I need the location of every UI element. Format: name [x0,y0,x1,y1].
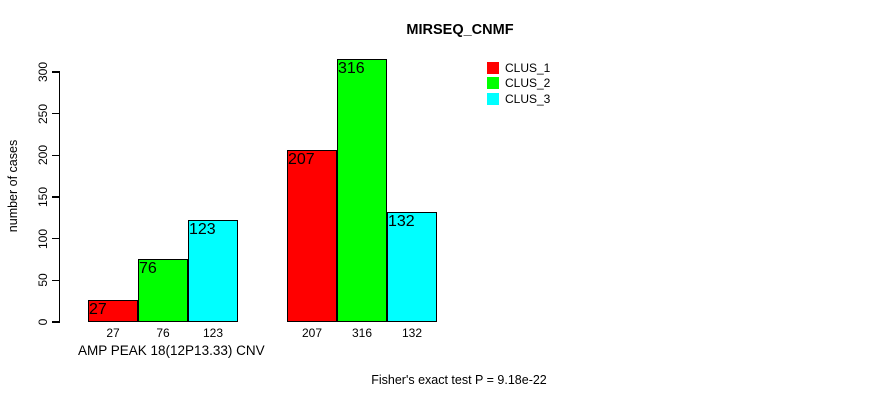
legend-item-clus_2: CLUS_2 [487,76,551,91]
y-tick-label: 200 [36,145,50,166]
legend-swatch-clus_1 [487,62,499,75]
bar-clus_2-group1: 76 [138,258,188,322]
legend-label: CLUS_1 [505,61,551,76]
fisher-test-annotation: Fisher's exact test P = 9.18e-22 [371,373,547,387]
y-tick-label: 250 [36,103,50,124]
bar-clus_3-group2: 132 [387,212,437,322]
legend-item-clus_3: CLUS_3 [487,91,551,106]
legend-label: CLUS_2 [505,76,551,91]
bar-value-label: 207 [301,326,323,340]
legend: CLUS_1 CLUS_2 CLUS_3 [487,62,550,105]
bar-value-label: 123 [202,326,224,340]
legend-item-clus_1: CLUS_1 [487,61,551,76]
y-tick-mark [52,321,60,323]
y-tick-mark [52,196,60,198]
y-tick-label: 50 [36,273,50,288]
y-tick-label: 0 [36,318,50,326]
bar-clus_1-group1: 27 [88,299,138,322]
y-axis-line [58,72,60,324]
y-tick-mark [52,237,60,240]
legend-swatch-clus_3 [487,92,499,105]
chart-title: MIRSEQ_CNMF [406,22,514,38]
y-tick-mark [52,112,60,115]
legend-label: CLUS_3 [505,91,551,106]
legend-swatch-clus_2 [487,77,499,90]
bar-value-label: 316 [351,326,373,340]
y-tick-label: 300 [36,61,50,83]
bar-value-label: 27 [106,326,120,340]
bar-clus_3-group1: 123 [188,219,238,322]
y-tick-mark [52,279,60,282]
y-tick-mark [52,71,60,73]
bar-value-label: 132 [401,326,423,340]
y-tick-label: 150 [36,186,50,208]
x-axis-label: AMP PEAK 18(12P13.33) CNV [78,343,265,358]
bar-clus_2-group2: 316 [337,58,387,322]
y-tick-mark [52,154,60,157]
bar-value-label: 76 [156,326,170,340]
y-tick-label: 100 [36,228,50,249]
bar-clus_1-group2: 207 [287,149,337,322]
